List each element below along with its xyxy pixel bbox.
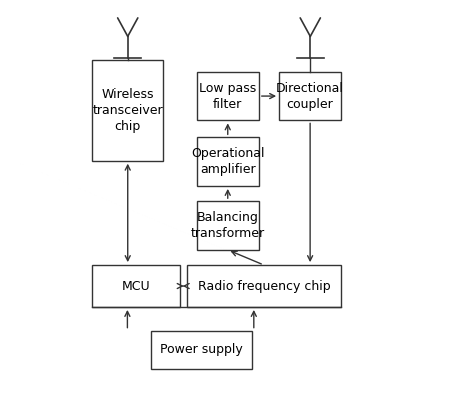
Text: MCU: MCU [122, 279, 150, 292]
Text: Directional
coupler: Directional coupler [276, 81, 344, 110]
Bar [92, 60, 163, 161]
Bar [279, 72, 341, 120]
Text: Operational
amplifier: Operational amplifier [191, 147, 264, 176]
Bar [187, 265, 341, 307]
Text: Power supply: Power supply [160, 344, 243, 356]
Bar [197, 137, 259, 186]
Text: Radio frequency chip: Radio frequency chip [198, 279, 330, 292]
Text: Low pass
filter: Low pass filter [199, 81, 256, 110]
Bar [151, 330, 252, 369]
Text: Balancing
transformer: Balancing transformer [191, 211, 265, 240]
Bar [197, 201, 259, 250]
Bar [197, 72, 259, 120]
Text: Wireless
transceiver
chip: Wireless transceiver chip [92, 88, 163, 133]
Bar [92, 265, 180, 307]
